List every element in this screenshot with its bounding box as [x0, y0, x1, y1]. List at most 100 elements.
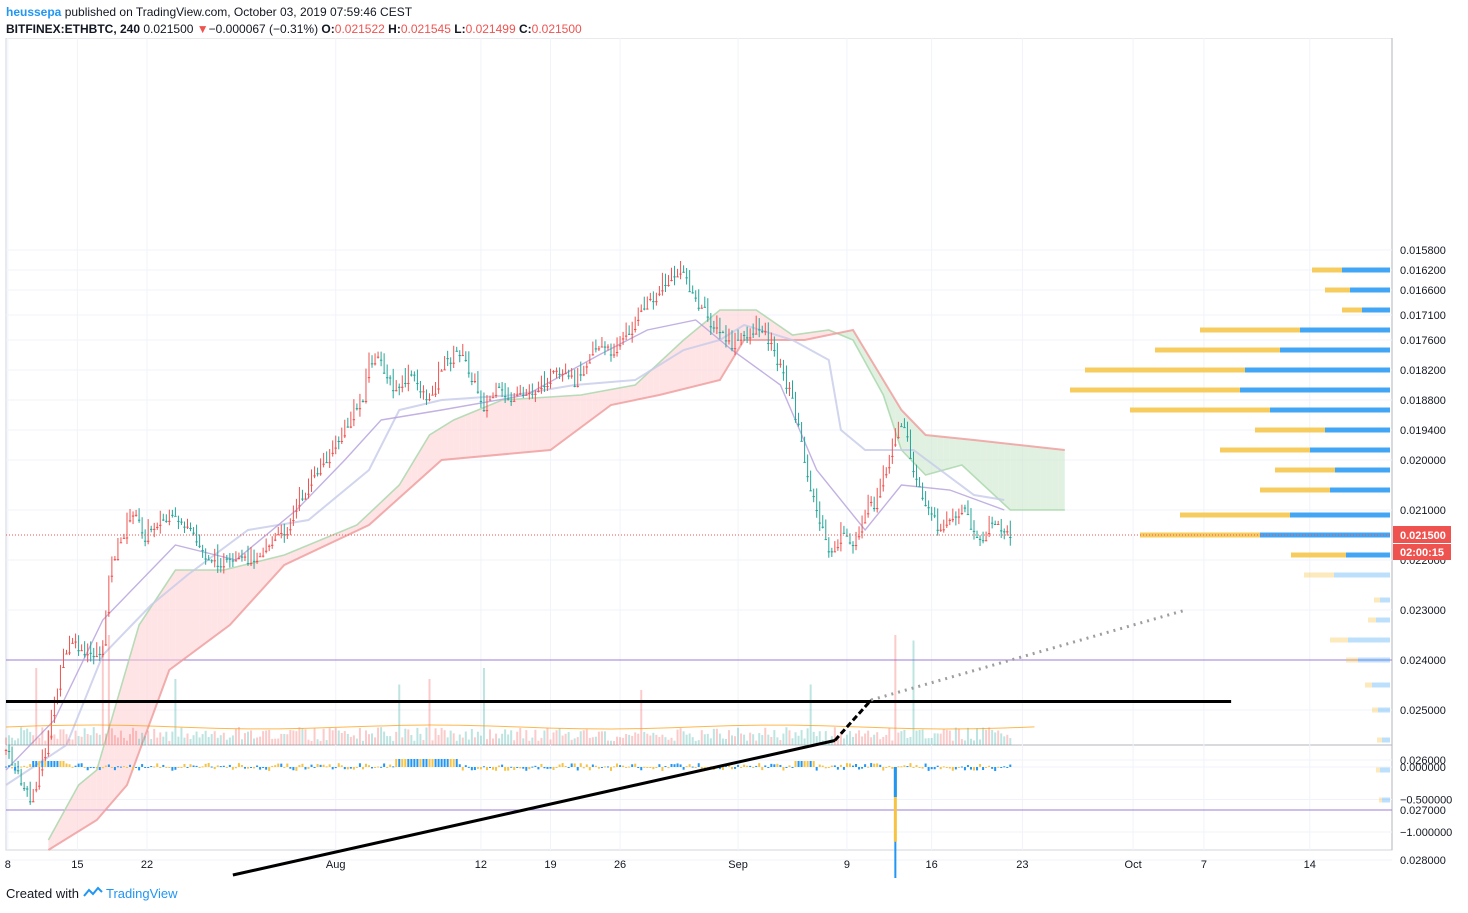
price-chart[interactable]: 0.028000 0.027000 0.026000 0.025000 0.024000…: [0, 38, 1468, 878]
volume-bar: [219, 735, 222, 745]
indicator-bar: [392, 766, 395, 768]
cloud-segment: [139, 615, 146, 753]
indicator-bar: [755, 765, 758, 767]
volume-bar: [613, 740, 616, 745]
indicator-bar: [144, 767, 147, 768]
volume-bar: [643, 731, 646, 745]
candle-up: [682, 271, 685, 273]
tradingview-brand[interactable]: TradingView: [106, 886, 178, 901]
indicator-bar: [307, 767, 310, 769]
candle-up: [751, 333, 755, 335]
trendline-solid[interactable]: [232, 739, 836, 877]
volume-profile-sell-bar: [1304, 572, 1334, 578]
volume-profile-sell-bar: [1377, 737, 1382, 743]
candle-up: [821, 526, 824, 528]
indicator-bar: [573, 763, 576, 767]
candle-up: [803, 461, 806, 463]
price-badge-bg: [1393, 526, 1451, 543]
candle-down: [71, 642, 74, 644]
volume-bar: [891, 740, 894, 745]
candle-down: [437, 388, 440, 390]
candle-up: [827, 551, 830, 553]
indicator-bar: [679, 764, 682, 767]
candle-up: [785, 387, 788, 389]
volume-profile-sell-bar: [1374, 597, 1380, 603]
indicator-bar: [519, 767, 522, 769]
volume-bar: [319, 740, 322, 745]
volume-bar: [507, 734, 510, 745]
cloud-segment: [647, 368, 654, 398]
candle-down: [561, 373, 564, 375]
volume-bar: [437, 735, 440, 745]
cloud-segment: [859, 340, 866, 362]
volume-bar: [1006, 734, 1009, 745]
volume-bar: [107, 635, 110, 745]
price-tick-label: 0.026000: [1400, 755, 1446, 767]
candle-up: [724, 340, 728, 342]
volume-ma-line: [5, 724, 1035, 730]
symbol-label: BITFINEX:ETHBTC, 240: [6, 22, 141, 36]
indicator-bar: [549, 767, 552, 769]
volume-bar: [824, 731, 827, 745]
candle-up: [712, 327, 716, 329]
indicator-bar: [322, 764, 325, 767]
volume-bar: [806, 728, 809, 745]
indicator-bar: [845, 763, 848, 767]
volume-bar: [561, 735, 564, 745]
volume-bar: [712, 728, 715, 745]
volume-bar: [89, 735, 92, 745]
volume-bar: [331, 730, 334, 745]
volume-bar: [973, 740, 975, 745]
candle-up: [419, 391, 422, 393]
indicator-bar: [374, 767, 377, 768]
candle-down: [869, 501, 873, 503]
candle-down: [951, 519, 955, 521]
volume-bar: [549, 739, 552, 745]
candle-down: [153, 528, 156, 530]
cloud-segment: [447, 420, 454, 460]
volume-bar: [966, 727, 969, 745]
indicator-bar: [821, 765, 824, 767]
indicator-bar: [98, 767, 101, 771]
indicator-bar: [56, 761, 59, 767]
volume-bar: [346, 733, 349, 745]
close-value: 0.021500: [531, 22, 582, 36]
volume-bar: [785, 727, 788, 745]
publisher-name[interactable]: heussepa: [6, 5, 62, 19]
candle-down: [428, 399, 431, 401]
indicator-bar: [20, 766, 23, 768]
volume-profile-sell-bar: [1325, 287, 1350, 293]
volume-bar: [864, 733, 867, 745]
candle-down: [234, 560, 238, 562]
cloud-segment: [961, 438, 968, 471]
cloud-segment: [465, 412, 472, 458]
candle-down: [395, 390, 398, 392]
indicator-bar: [346, 767, 349, 770]
volume-bar: [32, 735, 35, 745]
volume-bar: [709, 738, 712, 745]
indicator-bar: [473, 767, 476, 771]
candle-up: [301, 498, 304, 500]
indicator-bar: [171, 767, 174, 771]
candle-up: [19, 783, 23, 785]
candle-up: [761, 331, 764, 333]
volume-bar: [879, 739, 882, 745]
trendline-dashed[interactable]: [833, 698, 873, 742]
indicator-bar: [594, 765, 597, 767]
indicator-bar: [59, 761, 62, 767]
indicator-bar: [879, 764, 882, 767]
candle-down: [35, 789, 38, 791]
trendline-extension[interactable]: [870, 608, 1187, 702]
indicator-spike-bar: [893, 767, 897, 842]
high-label: H:: [388, 22, 401, 36]
volume-bar: [380, 727, 383, 745]
indicator-bar: [667, 767, 670, 769]
candle-up: [413, 374, 416, 376]
volume-bar: [452, 733, 455, 745]
volume-bar: [779, 740, 782, 745]
indicator-bar: [107, 764, 110, 767]
cloud-segment: [84, 775, 91, 828]
cloud-segment: [798, 333, 805, 340]
indicator-bar: [280, 763, 283, 767]
cloud-segment: [399, 475, 406, 498]
